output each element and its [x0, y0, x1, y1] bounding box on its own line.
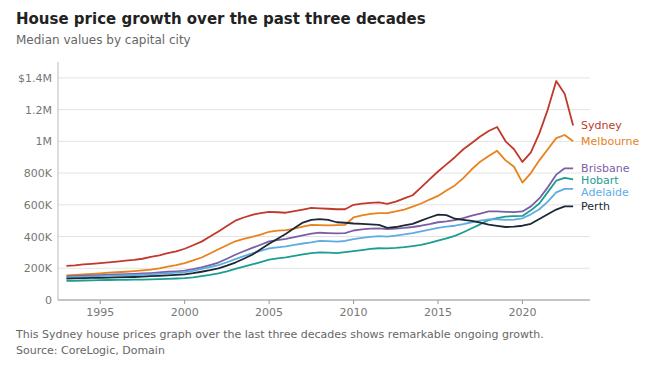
series-labels: SydneyMelbourneBrisbaneHobartAdelaidePer…: [581, 119, 639, 213]
series-label: Perth: [581, 200, 610, 213]
title: House price growth over the past three d…: [16, 10, 426, 28]
y-tick-label: 0: [45, 294, 52, 307]
x-tick-label: 2015: [424, 306, 452, 319]
series-line: [66, 178, 573, 281]
y-tick-label: 200K: [24, 262, 53, 275]
grid-line: [58, 77, 590, 78]
series-line: [66, 81, 573, 266]
grid-line: [58, 300, 590, 301]
x-tick: [353, 300, 354, 304]
x-tick-label: 2005: [255, 306, 283, 319]
subtitle: Median values by capital city: [16, 33, 191, 47]
y-tick-label: 1M: [36, 135, 53, 148]
y-tick-label: 600K: [24, 199, 53, 212]
y-tick-label: $1.4M: [18, 72, 52, 85]
x-axis-line: [58, 300, 590, 301]
x-tick-label: 2010: [340, 306, 368, 319]
series-label: Adelaide: [581, 186, 629, 199]
series-line: [66, 135, 573, 275]
y-tick-label: 1.2M: [25, 104, 52, 117]
x-tick-label: 2020: [508, 306, 536, 319]
y-tick-label: 400K: [24, 231, 53, 244]
series-label: Melbourne: [581, 135, 639, 148]
chart: House price growth over the past three d…: [0, 0, 672, 372]
grid-line: [58, 141, 590, 142]
x-axis: 1995 2000 2005 2010 2015 2020: [58, 300, 590, 319]
grid-line: [58, 268, 590, 269]
x-tick: [438, 300, 439, 304]
series-label: Sydney: [581, 119, 622, 132]
x-tick: [184, 300, 185, 304]
grid-line: [58, 173, 590, 174]
grid-line: [58, 236, 590, 237]
series-line: [66, 168, 573, 276]
x-tick: [269, 300, 270, 304]
series-line: [66, 189, 573, 277]
x-tick: [100, 300, 101, 304]
y-tick-label: 800K: [24, 167, 53, 180]
y-axis: 0 200K 400K 600K 800K 1M 1.2M $1.4M: [18, 62, 590, 307]
x-tick-label: 1995: [86, 306, 114, 319]
grid-line: [58, 204, 590, 205]
x-tick: [522, 300, 523, 304]
caption: This Sydney house prices graph over the …: [15, 328, 544, 357]
x-tick-label: 2000: [171, 306, 199, 319]
lines: [66, 81, 573, 281]
grid-line: [58, 109, 590, 110]
series-line: [66, 206, 573, 278]
y-axis-line: [58, 62, 59, 300]
